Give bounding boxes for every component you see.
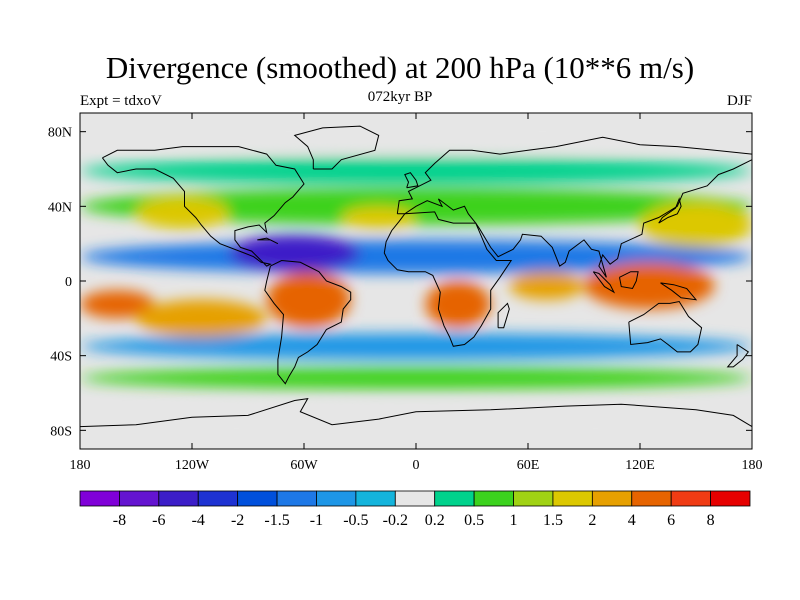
colorbar-swatch [237, 490, 278, 507]
coastline-uk [404, 172, 419, 189]
colorbar-label: -6 [152, 512, 165, 529]
colorbar-label: -8 [113, 512, 126, 529]
colorbar-swatch [158, 490, 199, 507]
experiment-label: Expt = tdxoV [80, 93, 162, 109]
colorbar-swatch [710, 490, 751, 507]
colorbar-swatch [591, 490, 633, 507]
x-tick-label: 60E [517, 458, 540, 473]
colorbar-label: -2 [231, 512, 244, 529]
colorbar-label: 6 [667, 512, 675, 529]
colorbar-label: 1.5 [543, 512, 563, 529]
colorbar: -8 -6 -4 -2 -1.5 -1 -0.5 -0.2 0.2 0.5 1 1.5 2 4 6 8 [79, 490, 751, 529]
field-region-south-america-pos [266, 271, 351, 328]
field-region-north-pos-band [80, 157, 752, 184]
coastline-cuba [257, 237, 279, 245]
colorbar-label: 0.2 [425, 512, 445, 529]
colorbar-label: -0.2 [383, 512, 408, 529]
field-region-africa-pos [425, 281, 491, 328]
coastline-antarctica [80, 397, 752, 428]
x-tick-label: 180 [742, 458, 763, 473]
axes: 180 120W 60W 0 60E 120E 180 80N 40N 0 40S 80S [48, 113, 763, 473]
y-tick-label: 80S [50, 424, 72, 439]
colorbar-label: 0.5 [464, 512, 484, 529]
coastline-borneo [619, 271, 639, 290]
coastline-south-america [264, 259, 352, 385]
colorbar-swatch [355, 490, 396, 507]
colorbar-swatch [79, 490, 120, 507]
field-region-west-pacific-pos [80, 290, 155, 319]
colorbar-swatch [513, 490, 554, 507]
field-region-south-pacific-pos [136, 299, 267, 338]
field-region-north-pacific-pos [640, 202, 752, 248]
y-tick-label: 0 [65, 275, 72, 290]
coastline-africa [383, 211, 513, 347]
colorbar-label: 2 [588, 512, 596, 529]
coastline-greenland [293, 125, 380, 170]
colorbar-swatch [394, 490, 436, 507]
colorbar-label: 4 [628, 512, 636, 529]
colorbar-swatch [316, 490, 357, 507]
colorbar-swatch [552, 490, 593, 507]
colorbar-swatch [119, 490, 160, 507]
chart-subtitle: 072kyr BP [367, 89, 433, 105]
field-region-central-pacific-pos [136, 197, 230, 229]
colorbar-label: 1 [510, 512, 518, 529]
y-tick-label: 40S [50, 350, 72, 365]
y-tick-label: 80N [48, 126, 72, 141]
colorbar-label: 8 [707, 512, 715, 529]
field-region-caribbean-neg [229, 234, 360, 272]
colorbar-swatch [197, 490, 239, 507]
colorbar-swatch [670, 490, 711, 507]
field-region-north-atlantic-pos [341, 206, 416, 229]
field-region-antarctica-neutral [80, 407, 752, 449]
coastline-australia [628, 300, 703, 353]
x-tick-label: 180 [70, 458, 91, 473]
coastline-sumatra [592, 271, 616, 294]
colorbar-label: -1 [310, 512, 323, 529]
field-region-indian-ocean-pos [509, 271, 584, 300]
coastline-japan [658, 197, 682, 224]
coastline-new-guinea [660, 282, 698, 301]
coastlines [80, 125, 752, 428]
colorbar-label: -0.5 [343, 512, 368, 529]
field-region-band-neg-south [80, 333, 752, 360]
coastline-north-america [101, 146, 305, 267]
x-tick-label: 60W [290, 458, 318, 473]
y-tick-label: 40N [48, 200, 72, 215]
colorbar-swatch [434, 490, 475, 507]
x-tick-label: 120W [175, 458, 210, 473]
chart-title: Divergence (smoothed) at 200 hPa (10**6 … [105, 50, 695, 85]
colorbar-swatch [276, 490, 317, 507]
coastline-madagascar [497, 302, 510, 329]
colorbar-label: -1.5 [264, 512, 289, 529]
x-tick-label: 120E [625, 458, 655, 473]
colorbar-swatch [473, 490, 514, 507]
colorbar-label: -4 [192, 512, 205, 529]
season-label: DJF [726, 93, 752, 109]
colorbar-swatch [631, 490, 672, 507]
field-region-maritime-continent-pos [584, 262, 715, 309]
coastline-new-zealand [726, 344, 750, 368]
field-region-south-pos-band [80, 366, 752, 390]
x-tick-label: 0 [413, 458, 420, 473]
map-area [80, 113, 752, 449]
